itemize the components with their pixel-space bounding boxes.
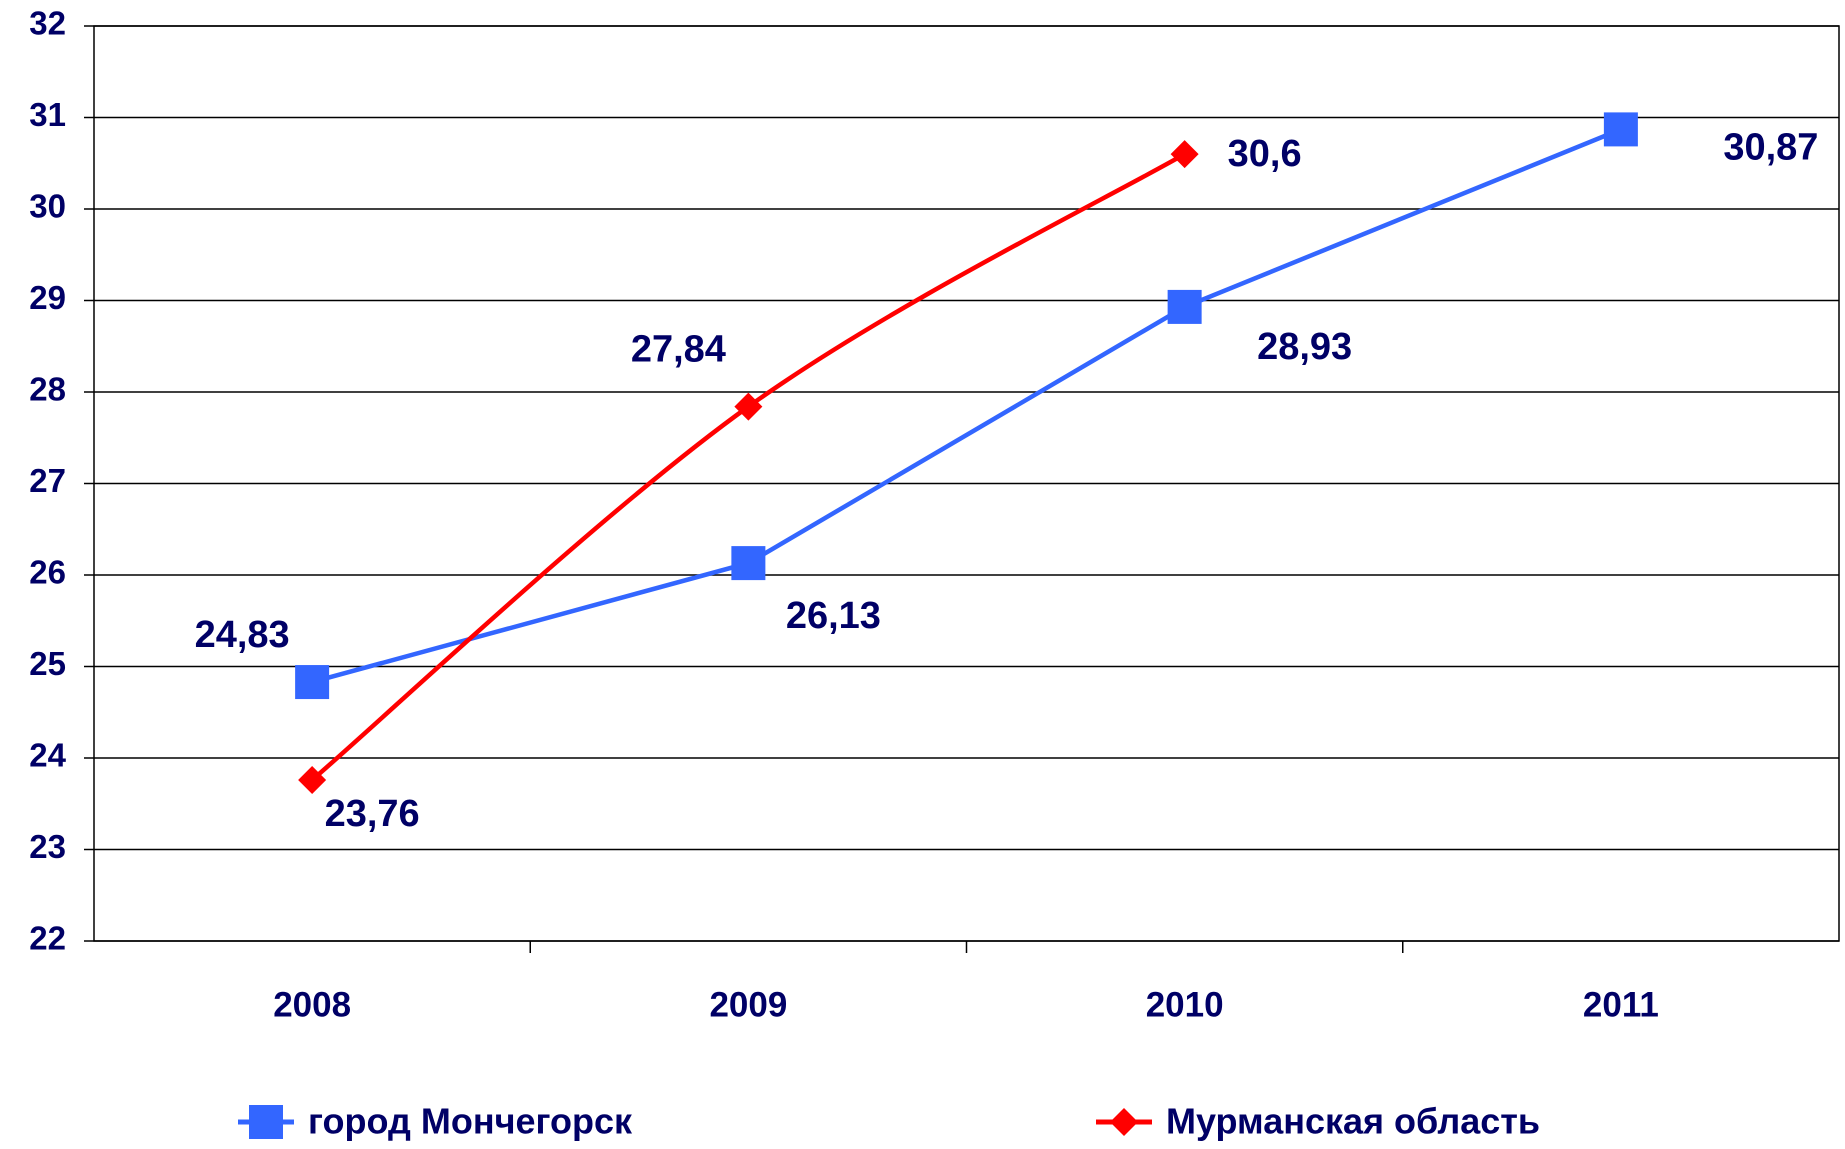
y-tick-label: 22 [29,920,66,957]
legend-marker [249,1105,283,1139]
data-label: 24,83 [195,614,290,656]
x-tick-label: 2008 [273,985,351,1024]
y-tick-label: 30 [29,188,66,225]
legend-label: Мурманская область [1166,1101,1540,1142]
data-label: 30,6 [1228,133,1302,175]
y-tick-label: 31 [29,96,66,133]
data-label: 23,76 [325,793,420,835]
y-tick-label: 25 [29,645,66,682]
data-point [1170,140,1199,169]
data-point [298,765,327,794]
data-point [1603,112,1638,147]
data-label: 30,87 [1723,126,1818,168]
y-tick-label: 26 [29,554,66,591]
data-point [731,546,766,581]
y-tick-label: 32 [29,5,66,42]
legend-label: город Мончегорск [308,1101,633,1142]
data-label: 27,84 [631,329,726,371]
x-tick-label: 2011 [1583,985,1659,1024]
x-tick-label: 2009 [709,985,787,1024]
y-tick-label: 29 [29,279,66,316]
series-line [311,127,1622,685]
data-point [734,392,763,421]
data-label: 26,13 [786,595,881,637]
y-tick-label: 28 [29,371,66,408]
y-tick-label: 27 [29,462,66,499]
legend-marker [1110,1108,1138,1136]
y-tick-label: 23 [29,828,66,865]
data-point [1167,289,1202,324]
data-label: 28,93 [1257,326,1352,368]
series-line [310,152,1186,782]
data-point [295,665,330,700]
x-tick-label: 2010 [1146,985,1224,1024]
y-tick-label: 24 [29,737,66,774]
